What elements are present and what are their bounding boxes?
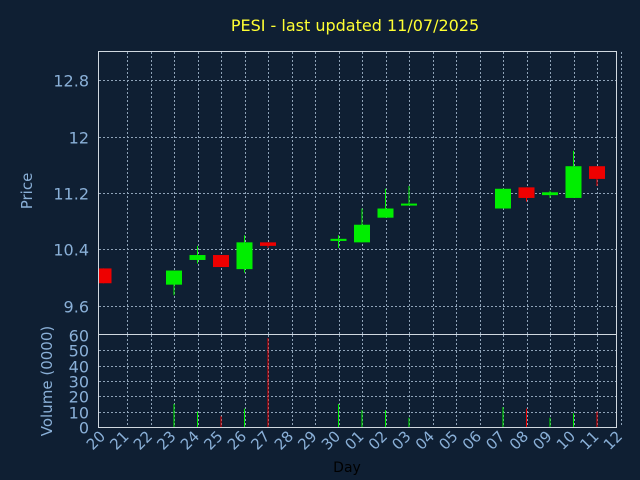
volume-tick-label: 50 [69, 342, 89, 361]
candle-body [260, 242, 276, 246]
day-tick-labels: 2021222324252627282930010203040506070809… [83, 427, 626, 453]
candle-body [495, 188, 511, 209]
candle-30 [330, 235, 347, 248]
candle-body [377, 208, 394, 218]
price-tick-label: 11.2 [53, 185, 89, 204]
volume-axis-label: Volume (0000) [38, 326, 56, 436]
candlestick-series [99, 150, 605, 296]
candle-body [330, 238, 347, 241]
candle-23 [166, 270, 182, 296]
candle-07 [495, 188, 511, 209]
candle-body [542, 192, 558, 196]
candle-03 [401, 185, 417, 206]
volume-tick-label: 20 [69, 388, 89, 407]
candle-body [99, 268, 112, 284]
volume-tick-label: 0 [79, 419, 89, 438]
candle-26 [236, 235, 253, 273]
candle-20 [99, 268, 112, 284]
candle-body [166, 270, 182, 285]
chart-title: PESI - last updated 11/07/2025 [231, 16, 479, 35]
candle-10 [565, 150, 582, 198]
candle-08 [518, 187, 535, 202]
volume-panel-frame [98, 334, 617, 428]
candle-02 [377, 188, 394, 218]
volume-tick-label: 30 [69, 373, 89, 392]
price-tick-label: 12.8 [53, 72, 89, 91]
candle-01 [354, 208, 370, 243]
volume-tick-label: 10 [69, 404, 89, 423]
day-axis-label: Day [333, 460, 361, 476]
price-tick-labels: 9.6 10.4 11.2 12 12.8 [53, 72, 89, 317]
candle-body [213, 255, 229, 268]
volume-tick-label: 60 [69, 327, 89, 346]
candle-body [565, 166, 582, 198]
candle-body [354, 224, 370, 243]
candle-body [518, 187, 535, 198]
candle-09 [542, 190, 558, 198]
price-tick-label: 12 [69, 129, 89, 148]
candle-27 [260, 242, 276, 248]
candle-11 [589, 166, 605, 186]
volume-series [173, 338, 598, 427]
candle-25 [213, 255, 229, 268]
volume-tick-label: 40 [69, 358, 89, 377]
candle-body [189, 255, 206, 260]
price-tick-label: 10.4 [53, 241, 89, 260]
candle-body [236, 242, 253, 270]
price-axis-label: Price [18, 173, 36, 210]
price-tick-label: 9.6 [64, 298, 89, 317]
candle-body [401, 203, 417, 206]
volume-grid [99, 335, 622, 427]
candle-24 [189, 245, 206, 264]
candle-body [589, 166, 605, 179]
